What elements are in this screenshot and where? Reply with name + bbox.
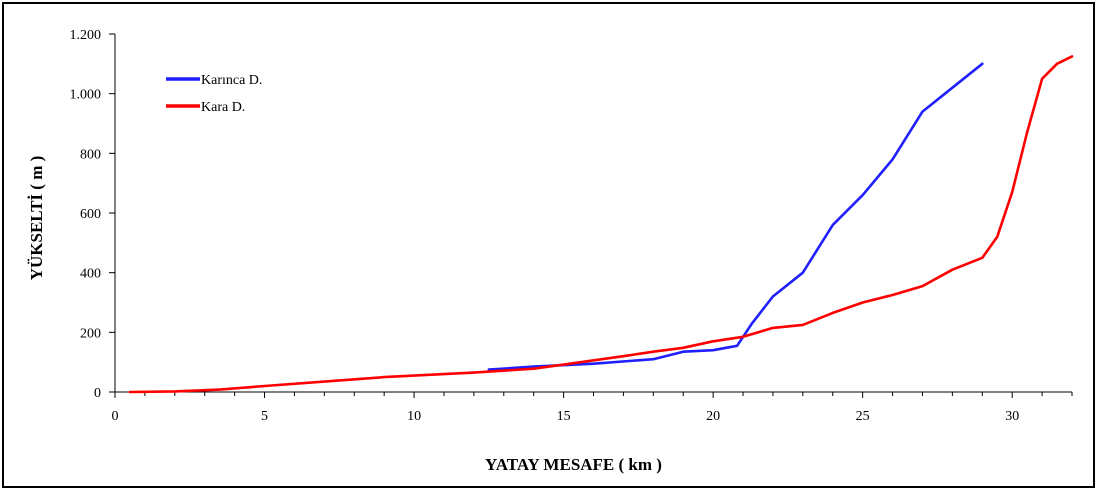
x-tick-label: 10: [407, 409, 421, 424]
series-line-kar-nca-d: [487, 62, 984, 371]
y-tick-label: 800: [80, 147, 101, 162]
y-tick-label: 0: [94, 386, 101, 401]
x-tick-label: 25: [856, 409, 870, 424]
x-tick-label: 0: [112, 409, 119, 424]
y-tick-label: 1.000: [70, 88, 102, 103]
y-tick-label: 1.200: [70, 28, 102, 43]
y-axis-ticks: 0 200 400 600 800 1.000 1.200: [70, 28, 115, 401]
series-layer: [128, 55, 1074, 394]
x-tick-label: 30: [1005, 409, 1019, 424]
x-tick-label: 5: [261, 409, 268, 424]
legend-label: Karınca D.: [201, 73, 262, 88]
y-axis-title: YÜKSELTİ ( m ): [27, 156, 46, 281]
x-axis-title: YATAY MESAFE ( km ): [485, 455, 662, 474]
legend: Karınca D. Kara D.: [166, 73, 262, 115]
x-tick-label: 15: [557, 409, 571, 424]
y-tick-label: 400: [80, 267, 101, 282]
x-tick-label: 20: [706, 409, 720, 424]
y-tick-label: 200: [80, 326, 101, 341]
y-tick-label: 600: [80, 207, 101, 222]
legend-label: Kara D.: [201, 100, 245, 115]
x-axis-ticks: 0 5 10 15 20 25 30: [112, 392, 1073, 424]
series-line-kara-d: [128, 55, 1074, 394]
